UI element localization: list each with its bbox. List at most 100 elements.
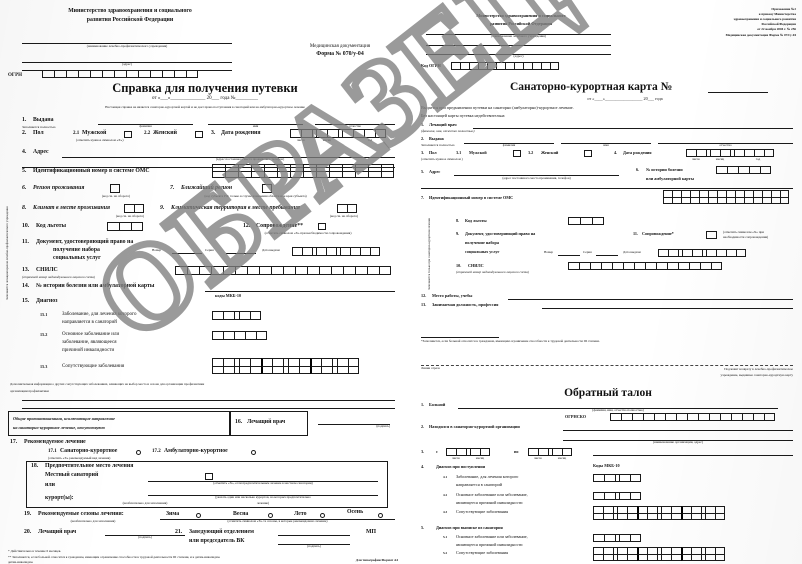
r-address-rule-1[interactable] [426, 45, 611, 46]
r-item-2-name-rule[interactable] [561, 143, 651, 144]
r-item-9-col-number: Номер [544, 250, 554, 254]
item-11-number-rule[interactable] [172, 253, 202, 254]
r-coupon-1-ogrn-grid[interactable] [610, 413, 775, 421]
r-coupon-4-3-grid[interactable] [593, 506, 725, 520]
r-coupon-3-rule[interactable] [593, 455, 793, 456]
r-item-9-series-rule[interactable] [596, 255, 618, 256]
r-coupon-4-1-l1: Заболевание, для лечения которого [456, 474, 519, 479]
r-coupon-5-2-number: 5.2 [443, 551, 448, 555]
r-address-rule-2[interactable] [426, 54, 611, 55]
r-item-2-patronymic-rule[interactable] [658, 143, 793, 144]
r-coupon-5-2-grid[interactable] [593, 547, 725, 561]
item-11-col-series: Серия [205, 248, 214, 252]
item-19-season-3-radio[interactable] [378, 513, 383, 518]
r-coupon-4-2-grid[interactable] [593, 492, 641, 500]
item-7-region-box[interactable] [262, 184, 272, 193]
item-17-outpatient-radio[interactable] [251, 450, 256, 455]
r-item-13-rule[interactable] [542, 308, 793, 309]
extra-info-rule-1[interactable] [22, 400, 395, 401]
r-item-13-label: Занимаемая должность, профессия [432, 302, 499, 307]
r-item-2-family-rule[interactable] [464, 143, 554, 144]
item-3-birthdate-grid[interactable] [290, 129, 386, 138]
r-item-6-label-l1: № истории болезни [646, 167, 683, 172]
item-1-name-rule[interactable] [208, 124, 303, 125]
item-11-series-rule[interactable] [226, 253, 256, 254]
item-17-sanatorium-radio[interactable] [136, 450, 141, 455]
item-20-signature-rule[interactable] [105, 535, 185, 536]
item-8-climate-grid[interactable] [124, 204, 144, 213]
item-12-escort-checkbox[interactable] [318, 223, 326, 230]
item-15-1-code-grid[interactable] [212, 311, 261, 320]
r-approval-1: к приказу Министерства [758, 12, 796, 16]
r-item-11-escort-checkbox[interactable] [706, 231, 717, 239]
r-item-5-rule[interactable] [454, 175, 619, 176]
item-21-sub: (подпись) [307, 544, 321, 548]
item-19-season-2-radio[interactable] [320, 513, 325, 518]
item-4-address-rule-2[interactable] [22, 167, 395, 168]
item-15-2-code-grid[interactable] [212, 331, 267, 340]
r-item-10-snils-grid[interactable] [568, 262, 722, 270]
r-item-4-birthdate-grid[interactable] [686, 149, 774, 157]
r-item-6-grid[interactable] [716, 166, 771, 174]
r-item-11-number: 11. [633, 231, 639, 236]
item-18-local-sanatorium-checkbox[interactable] [205, 473, 213, 480]
r-coupon-4-1-grid[interactable] [593, 474, 641, 482]
item-18-rule-2[interactable] [148, 495, 378, 496]
item-20-sub: (подпись) [138, 535, 152, 539]
r-item-7-oms-grid[interactable] [663, 190, 789, 204]
item-20-label: Лечащий врач [38, 529, 77, 535]
item-17-opt2-label: Амбулаторно-курортное [164, 448, 228, 454]
item-15-2-line3: причиной инвалидности [62, 348, 115, 353]
item-2-opt1-number: 2.1 [73, 131, 80, 136]
extra-info-note: Дополнительная информация о других сопут… [10, 382, 205, 386]
r-coupon-3-from-grid[interactable] [446, 448, 490, 456]
r-coupon-2-rule-1[interactable] [563, 430, 793, 431]
r-coupon-5-number: 5. [421, 525, 425, 530]
item-10-benefit-grid[interactable] [107, 222, 143, 231]
item-1-caption-family: фамилия [139, 124, 152, 128]
extra-info-rule-2[interactable] [22, 408, 395, 409]
r-ogrn-grid[interactable] [451, 62, 559, 70]
r-coupon-2-rule-2[interactable] [563, 440, 793, 441]
ogrn-grid[interactable] [42, 70, 198, 78]
r-title-number-rule[interactable] [708, 92, 768, 93]
r-item-4-label: Дата рождения [623, 150, 652, 155]
item-1-family-rule[interactable] [98, 124, 193, 125]
r-item-9-number-rule[interactable] [558, 255, 580, 256]
item-14-rule[interactable] [205, 291, 395, 292]
item-1-patronymic-rule[interactable] [315, 124, 395, 125]
item-5-oms-grid[interactable] [212, 164, 394, 178]
r-item-12-label: Место работы, учебы [432, 293, 473, 298]
item-1-number: 1. [22, 117, 27, 123]
item-21-rule-a[interactable] [278, 535, 350, 536]
item-21-rule-b[interactable] [278, 544, 350, 545]
item-15-3-code-grid[interactable] [212, 358, 359, 374]
r-coupon-3-to-grid[interactable] [528, 448, 572, 456]
item-9-territory-grid[interactable] [337, 204, 357, 213]
item-19-season-1-radio[interactable] [268, 513, 273, 518]
item-2-female-checkbox[interactable] [195, 131, 203, 138]
r-coupon-1-rule[interactable] [458, 408, 778, 409]
item-2-male-checkbox[interactable] [124, 131, 132, 138]
r-item-12-rule[interactable] [508, 299, 793, 300]
r-item-5-rule-2[interactable] [421, 188, 793, 189]
item-13-snils-grid[interactable] [175, 266, 391, 275]
r-item-1-rule[interactable] [473, 128, 793, 129]
r-item-3-male-checkbox[interactable] [513, 150, 521, 157]
print-note: Для типографии Формат А4 [355, 558, 398, 562]
r-coupon-5-1-grid[interactable] [593, 534, 641, 542]
r-item-3-female-checkbox[interactable] [584, 150, 592, 157]
item-19-season-0-radio[interactable] [196, 513, 201, 518]
r-ministry-line-1: Министерство здравоохранения и социально… [476, 13, 566, 18]
item-18-rule-1[interactable] [148, 481, 378, 482]
r-item-8-benefit-grid[interactable] [568, 217, 604, 225]
r-item-2-caption-family: фамилия [502, 143, 516, 147]
item-3-label: Дата рождения [221, 130, 261, 136]
item-11-date-grid[interactable] [292, 247, 380, 256]
r-coupon-4-number: 4. [421, 464, 425, 469]
r-item-9-date-grid[interactable] [658, 249, 746, 257]
item-4-address-rule[interactable] [62, 157, 395, 158]
item-15-1-line2: направляется в санаторий [62, 320, 117, 325]
item-6-region-box[interactable] [110, 184, 120, 193]
item-16-signature-rule[interactable] [318, 424, 390, 425]
